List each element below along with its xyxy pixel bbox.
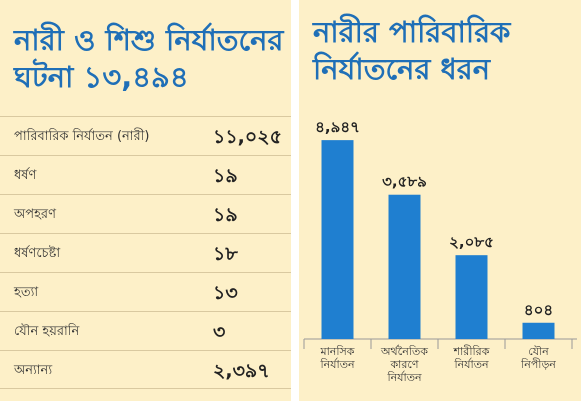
row-label: অন্যান্য bbox=[14, 363, 53, 378]
category-label: কারণে bbox=[389, 358, 418, 371]
bar-value-label: ২,০৮৫ bbox=[449, 233, 494, 251]
bar bbox=[522, 322, 555, 339]
row-value: ১৯ bbox=[213, 165, 238, 187]
category-label: মানসিক bbox=[320, 345, 355, 358]
table-row: অন্যান্য ২,৩৯৭ bbox=[0, 350, 291, 389]
row-value: ১১,০২৫ bbox=[213, 126, 282, 148]
chart-panel: নারীর পারিবারিক নির্যাতনের ধরন ৪,৯৪৭ মানস… bbox=[299, 0, 581, 401]
table-row: অপহরণ ১৯ bbox=[0, 194, 291, 233]
bar-value-label: ৩,৫৮৯ bbox=[382, 173, 427, 191]
summary-title: নারী ও শিশু নির্যাতনের ঘটনা ১৩,৪৯৪ bbox=[14, 23, 284, 94]
chart-title: নারীর পারিবারিক নির্যাতনের ধরন bbox=[313, 15, 511, 86]
bar bbox=[388, 194, 421, 339]
category-label: শারীরিক bbox=[453, 345, 490, 358]
row-value: ৩ bbox=[213, 321, 226, 343]
category-label: নির্যাতন bbox=[453, 358, 488, 371]
table-row: পারিবারিক নির্যাতন (নারী) ১১,০২৫ bbox=[0, 116, 291, 155]
row-value: ১৩ bbox=[213, 282, 238, 304]
category-label: নির্যাতন bbox=[319, 358, 354, 371]
bar-value-label: ৪,৯৪৭ bbox=[315, 118, 360, 136]
bar bbox=[321, 140, 354, 339]
table-row: ধর্ষণচেষ্টা ১৮ bbox=[0, 233, 291, 272]
summary-panel: নারী ও শিশু নির্যাতনের ঘটনা ১৩,৪৯৪ পারিব… bbox=[0, 0, 291, 401]
bar-value-label: ৪০৪ bbox=[524, 301, 553, 319]
row-label: ধর্ষণ bbox=[14, 168, 37, 183]
row-label: অপহরণ bbox=[14, 207, 56, 222]
bar bbox=[455, 255, 488, 339]
table-row: যৌন হয়রানি ৩ bbox=[0, 311, 291, 350]
table-row: ধর্ষণ ১৯ bbox=[0, 155, 291, 194]
row-label: হত্যা bbox=[14, 285, 39, 300]
row-label: ধর্ষণচেষ্টা bbox=[14, 246, 61, 261]
category-label: নির্যাতন bbox=[386, 371, 421, 384]
row-value: ১৮ bbox=[213, 243, 238, 265]
table-row: হত্যা ১৩ bbox=[0, 272, 291, 311]
category-label: যৌন bbox=[528, 345, 549, 358]
bar-chart: ৪,৯৪৭মানসিকনির্যাতন৩,৫৮৯অর্থনৈতিককারণেনি… bbox=[303, 118, 577, 384]
incident-table: পারিবারিক নির্যাতন (নারী) ১১,০২৫ ধর্ষণ ১৯ অপ… bbox=[0, 116, 291, 389]
row-label: পারিবারিক নির্যাতন (নারী) bbox=[14, 129, 150, 144]
row-value: ১৯ bbox=[213, 204, 238, 226]
row-value: ২,৩৯৭ bbox=[213, 360, 270, 382]
category-label: অর্থনৈতিক bbox=[380, 345, 428, 358]
row-label: যৌন হয়রানি bbox=[14, 324, 80, 339]
category-label: নিপীড়ন bbox=[520, 358, 556, 371]
